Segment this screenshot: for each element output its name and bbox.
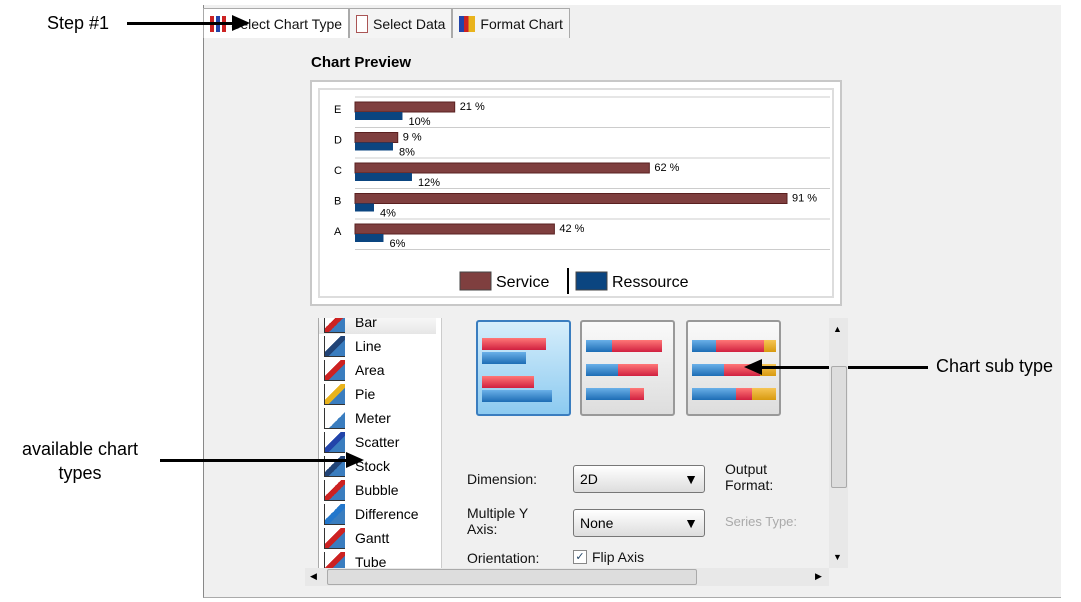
multiple-y-axis-select[interactable]: None ▼ bbox=[573, 509, 705, 537]
types-annotation: available chart types bbox=[21, 439, 139, 483]
chart-type-bar[interactable]: Bar bbox=[319, 318, 436, 334]
data-label: 42 % bbox=[559, 223, 584, 235]
bar-service bbox=[354, 101, 456, 113]
scroll-down-icon: ▼ bbox=[833, 552, 842, 562]
meter-chart-icon bbox=[324, 407, 345, 429]
data-label: 4% bbox=[380, 208, 396, 220]
bar-ressource bbox=[355, 112, 403, 120]
chart-type-meter[interactable]: Meter bbox=[319, 406, 441, 430]
step-annotation: Step #1 bbox=[47, 13, 110, 33]
tab-format-chart[interactable]: Format Chart bbox=[452, 8, 570, 38]
chart-type-list[interactable]: Bar Line Area Pie Meter Scatter Stock Bubble Dif… bbox=[318, 318, 442, 568]
difference-chart-icon bbox=[324, 503, 345, 525]
gantt-chart-icon bbox=[324, 527, 345, 549]
bar-service bbox=[354, 162, 650, 174]
subtype-side-by-side[interactable] bbox=[476, 320, 571, 416]
chart-preview: A 42 % 6% B 91 % 4% C 62 % 12% D 9 % 8% E 21 % 10% Serv… bbox=[310, 80, 842, 306]
legend-swatch bbox=[459, 271, 492, 291]
chart-type-bubble[interactable]: Bubble bbox=[319, 478, 441, 502]
category-label: C bbox=[334, 165, 342, 177]
bar-chart-icon bbox=[324, 318, 345, 333]
bar-chart: A 42 % 6% B 91 % 4% C 62 % 12% D 9 % 8% E 21 % 10% Serv… bbox=[334, 96, 830, 294]
category-label: B bbox=[334, 196, 341, 208]
legend-label: Service bbox=[496, 274, 549, 291]
chart-type-tube[interactable]: Tube bbox=[319, 550, 441, 568]
bar-service bbox=[354, 193, 788, 204]
multiple-y-axis-label: Multiple Y Axis: bbox=[467, 505, 528, 537]
scroll-thumb[interactable] bbox=[831, 366, 847, 488]
chart-type-scatter[interactable]: Scatter bbox=[319, 430, 441, 454]
horizontal-scrollbar[interactable]: ◀ ▶ bbox=[305, 568, 829, 586]
area-chart-icon bbox=[324, 359, 345, 381]
chevron-down-icon: ▼ bbox=[684, 515, 698, 531]
checkmark-icon: ✓ bbox=[573, 550, 587, 564]
legend-swatch bbox=[575, 271, 608, 291]
series-type-label: Series Type: bbox=[725, 514, 798, 529]
vertical-scrollbar[interactable]: ▲ ▼ bbox=[829, 318, 848, 568]
bar-ressource bbox=[355, 234, 384, 242]
data-cursor-icon bbox=[356, 14, 369, 33]
category-label: E bbox=[334, 104, 341, 116]
scroll-left-icon: ◀ bbox=[310, 571, 317, 581]
flip-axis-checkbox[interactable]: ✓ Flip Axis bbox=[573, 549, 644, 565]
category-label: D bbox=[334, 135, 342, 147]
tab-select-data[interactable]: Select Data bbox=[349, 8, 453, 38]
category-label: A bbox=[334, 226, 342, 238]
chart-type-difference[interactable]: Difference bbox=[319, 502, 441, 526]
bar-ressource bbox=[355, 203, 374, 212]
data-label: 10% bbox=[408, 116, 430, 128]
pie-chart-icon bbox=[324, 383, 345, 405]
tube-chart-icon bbox=[324, 551, 345, 568]
data-label: 12% bbox=[418, 177, 440, 189]
data-label: 9 % bbox=[403, 132, 422, 144]
scroll-up-icon: ▲ bbox=[833, 324, 842, 334]
format-chart-icon bbox=[459, 15, 476, 32]
data-label: 6% bbox=[389, 238, 405, 250]
output-format-label: Output Format: bbox=[725, 461, 774, 493]
subtype-stacked[interactable] bbox=[580, 320, 675, 416]
bar-service bbox=[354, 223, 555, 235]
bubble-chart-icon bbox=[324, 479, 345, 501]
subtype-annotation: Chart sub type bbox=[936, 356, 1054, 376]
scroll-right-icon: ▶ bbox=[815, 571, 822, 581]
dimension-select[interactable]: 2D ▼ bbox=[573, 465, 705, 493]
arrow-icon bbox=[160, 459, 350, 462]
data-label: 8% bbox=[399, 147, 415, 159]
tab-bar: Select Chart Type Select Data Format Cha… bbox=[203, 8, 570, 38]
data-label: 21 % bbox=[460, 101, 485, 113]
dimension-label: Dimension: bbox=[467, 471, 538, 487]
scroll-thumb[interactable] bbox=[327, 569, 697, 585]
orientation-label: Orientation: bbox=[467, 550, 540, 566]
arrowhead-icon bbox=[232, 15, 250, 31]
arrowhead-icon bbox=[346, 452, 364, 468]
chart-type-gantt[interactable]: Gantt bbox=[319, 526, 441, 550]
bar-ressource bbox=[355, 173, 412, 181]
chart-type-area[interactable]: Area bbox=[319, 358, 441, 382]
chart-type-line[interactable]: Line bbox=[319, 334, 441, 358]
line-chart-icon bbox=[324, 335, 345, 357]
arrow-icon bbox=[127, 22, 237, 25]
data-label: 91 % bbox=[792, 193, 817, 205]
arrowhead-icon bbox=[744, 359, 762, 375]
bar-service bbox=[354, 132, 399, 143]
legend-label: Ressource bbox=[612, 274, 689, 291]
chevron-down-icon: ▼ bbox=[684, 471, 698, 487]
data-label: 62 % bbox=[654, 162, 679, 174]
chart-preview-title: Chart Preview bbox=[311, 54, 412, 71]
bar-ressource bbox=[355, 142, 393, 151]
chart-type-stock[interactable]: Stock bbox=[319, 454, 441, 478]
scatter-chart-icon bbox=[324, 431, 345, 453]
chart-type-pie[interactable]: Pie bbox=[319, 382, 441, 406]
